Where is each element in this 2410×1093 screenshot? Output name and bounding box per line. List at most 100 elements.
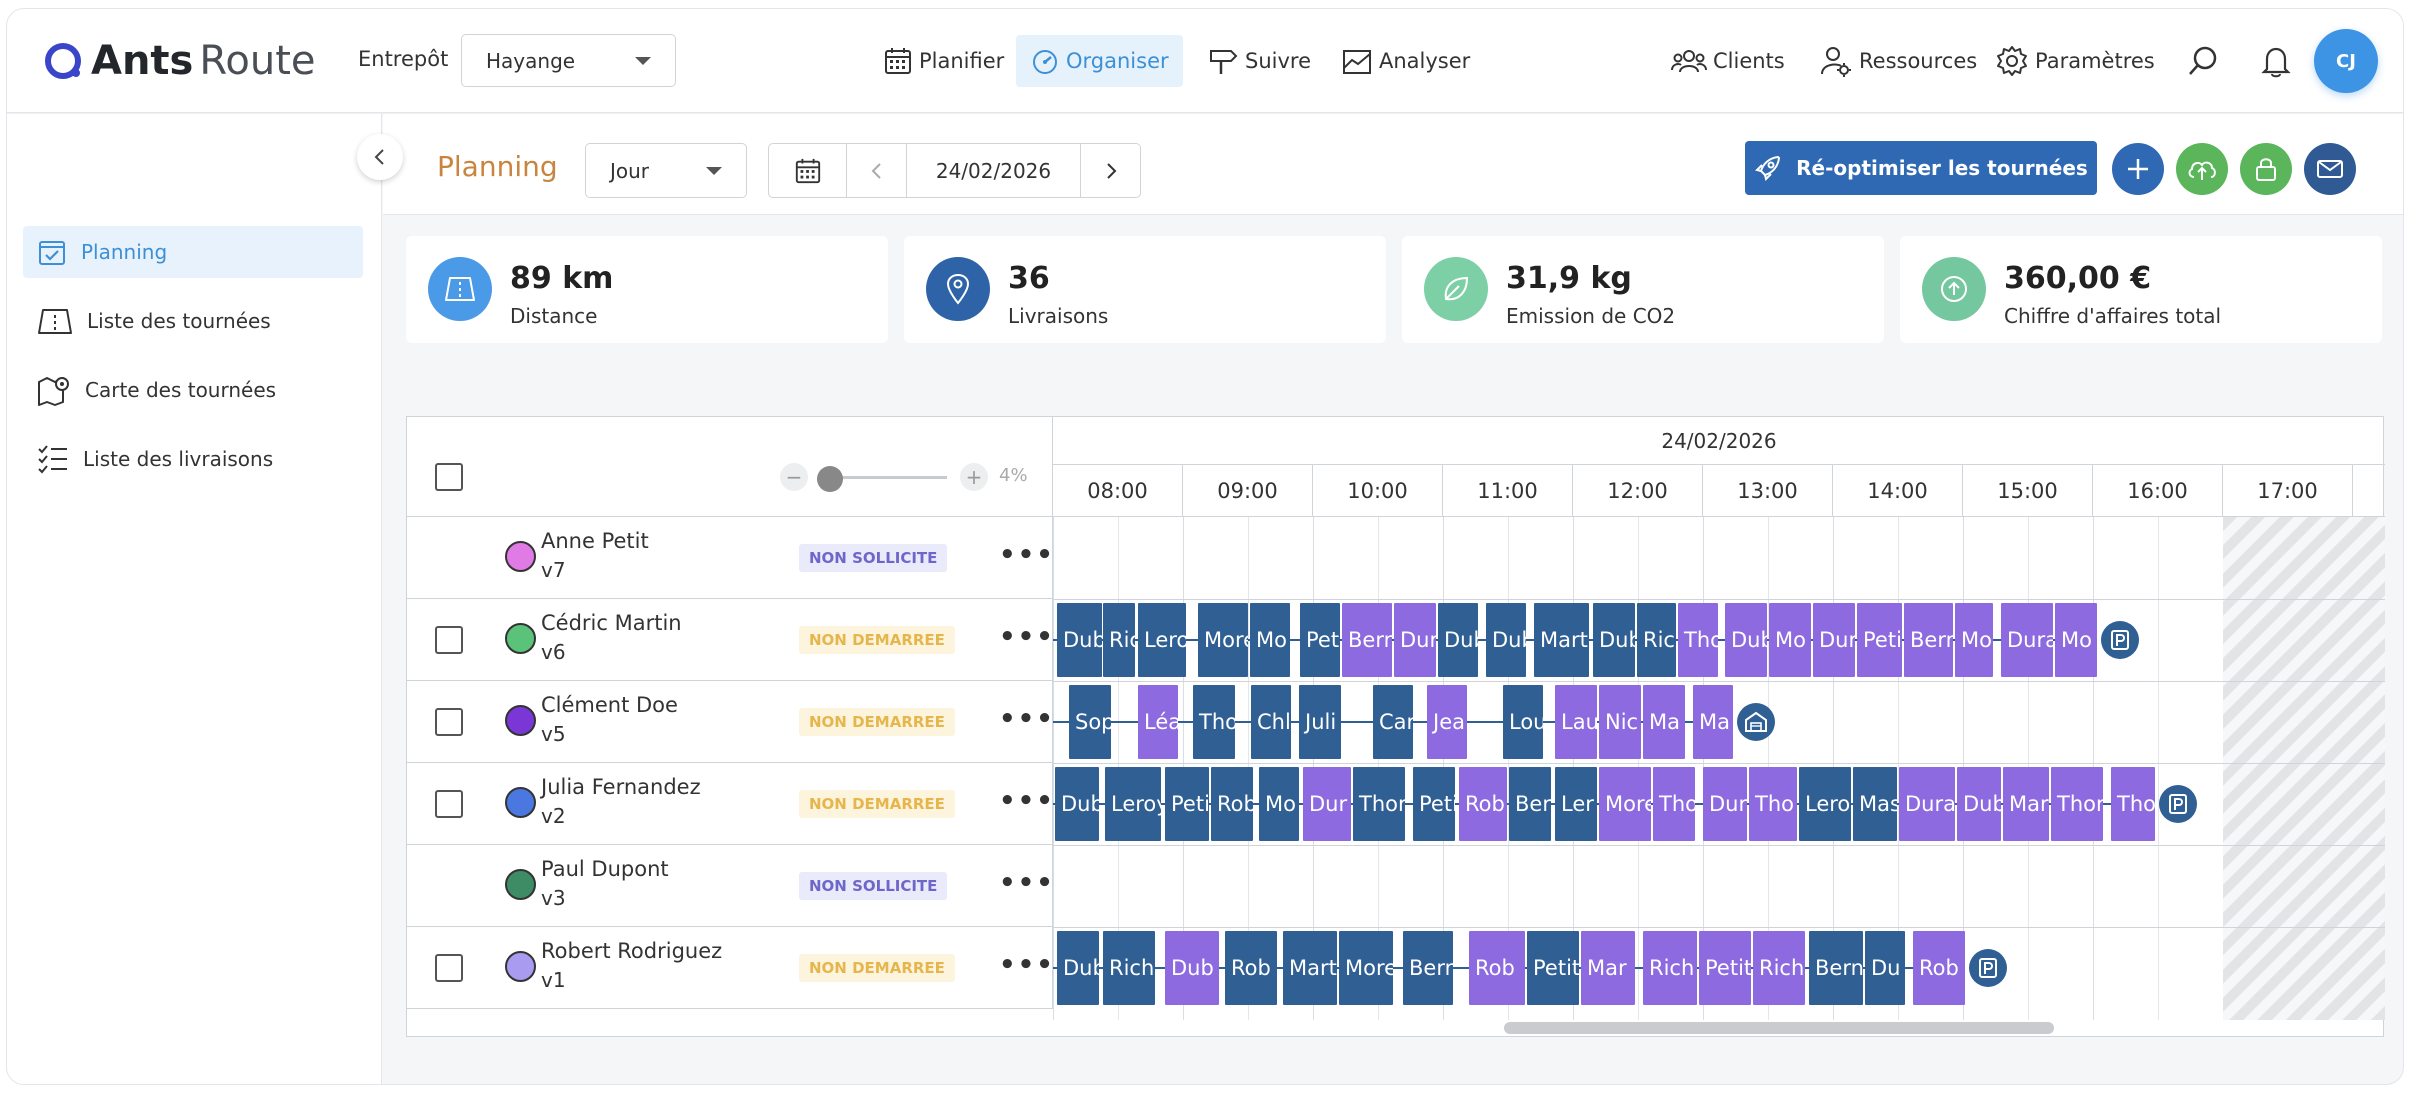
delivery-block[interactable]: Martin [1534,603,1589,677]
delivery-block[interactable]: Moreau [1599,767,1651,841]
delivery-block[interactable]: Thor [1353,767,1405,841]
sidebar-item-liste-des-livraisons[interactable]: Liste des livraisons [23,433,363,485]
lock-button[interactable] [2240,143,2292,195]
delivery-block[interactable]: Tho [1193,685,1235,759]
delivery-block[interactable]: Dur [1303,767,1351,841]
delivery-block[interactable]: Petit [1165,767,1209,841]
delivery-block[interactable]: Rich [1103,603,1135,677]
delivery-block[interactable]: Sop [1069,685,1111,759]
view-select[interactable]: Jour [585,143,747,198]
more-options-button[interactable]: ••• [999,786,1055,816]
delivery-block[interactable]: Mo [1259,767,1299,841]
delivery-block[interactable]: Dub [1725,603,1767,677]
reoptimize-button[interactable]: Ré-optimiser les tournées [1745,141,2097,195]
more-options-button[interactable]: ••• [999,950,1055,980]
delivery-block[interactable]: Petit [1699,931,1751,1005]
resource-row[interactable]: Robert Rodriguez v1 NON DEMARREE ••• [407,927,1053,1009]
current-date[interactable]: 24/02/2026 [907,144,1081,197]
more-options-button[interactable]: ••• [999,704,1055,734]
delivery-block[interactable]: Rob [1469,931,1525,1005]
delivery-block[interactable]: Mo [1769,603,1811,677]
delivery-block[interactable]: Jea [1427,685,1467,759]
zoom-in-button[interactable]: + [960,463,988,491]
delivery-block[interactable]: Mo [1250,603,1290,677]
parking-icon[interactable] [1969,949,2007,987]
nav-analyser[interactable]: Analyser [1327,35,1484,87]
delivery-block[interactable]: Bern [1809,931,1863,1005]
delivery-block[interactable]: Rob [1211,767,1253,841]
delivery-block[interactable]: Ber [1509,767,1551,841]
horizontal-scrollbar[interactable] [1504,1022,2054,1034]
delivery-block[interactable]: Tho [2111,767,2155,841]
delivery-block[interactable]: Dura [1899,767,1955,841]
delivery-block[interactable]: Dub [1057,931,1099,1005]
delivery-block[interactable]: Léa [1138,685,1178,759]
nav-ressources[interactable]: Ressources [1805,35,1991,87]
sidebar-item-liste-des-tournees[interactable]: Liste des tournées [23,295,363,347]
delivery-block[interactable]: Juli [1299,685,1341,759]
delivery-block[interactable]: Leroy [1138,603,1186,677]
row-checkbox[interactable] [435,626,463,654]
delivery-block[interactable]: Ler [1555,767,1597,841]
notifications-button[interactable] [2254,39,2298,83]
delivery-block[interactable]: Rob [1225,931,1277,1005]
delivery-block[interactable]: Tho [1678,603,1718,677]
next-day-button[interactable] [1081,144,1140,197]
delivery-block[interactable]: Dub [1165,931,1219,1005]
delivery-block[interactable]: Dub [1057,603,1102,677]
nav-organiser[interactable]: Organiser [1016,35,1183,87]
delivery-block[interactable]: Lau [1555,685,1597,759]
nav-planifier[interactable]: Planifier [869,35,1018,87]
row-checkbox[interactable] [435,954,463,982]
nav-clients[interactable]: Clients [1657,35,1799,87]
delivery-block[interactable]: Petit [1527,931,1579,1005]
row-checkbox[interactable] [435,790,463,818]
sidebar-item-carte-des-tournees[interactable]: Carte des tournées [23,364,363,416]
delivery-block[interactable]: Rob [1913,931,1965,1005]
delivery-block[interactable]: Dur [1813,603,1855,677]
delivery-block[interactable]: Bern [1904,603,1953,677]
resource-row[interactable]: Julia Fernandez v2 NON DEMARREE ••• [407,763,1053,845]
collapse-sidebar-button[interactable] [357,134,403,180]
delivery-block[interactable]: Rich [1637,603,1676,677]
delivery-block[interactable]: Mo [2055,603,2097,677]
delivery-block[interactable]: Mas [1853,767,1897,841]
delivery-block[interactable]: Lou [1503,685,1543,759]
delivery-block[interactable]: Leroy [1105,767,1161,841]
more-options-button[interactable]: ••• [999,868,1055,898]
delivery-block[interactable]: Bern [1403,931,1453,1005]
delivery-block[interactable]: Dub [1957,767,2001,841]
delivery-block[interactable]: Petit [1413,767,1455,841]
delivery-block[interactable]: Dub [1486,603,1526,677]
zoom-slider-track[interactable] [827,476,947,479]
delivery-block[interactable]: Dub [1055,767,1099,841]
delivery-block[interactable]: Richard [1103,931,1155,1005]
delivery-block[interactable]: Mo [1955,603,1993,677]
delivery-block[interactable]: Rich [1753,931,1805,1005]
resource-row[interactable]: Paul Dupont v3 NON SOLLICITE ••• [407,845,1053,927]
delivery-block[interactable]: Moreau [1198,603,1248,677]
sidebar-item-planning[interactable]: Planning [23,226,363,278]
delivery-block[interactable]: Martin [1283,931,1337,1005]
delivery-block[interactable]: Mar [2003,767,2049,841]
delivery-block[interactable]: Dura [2001,603,2053,677]
resource-row[interactable]: Cédric Martin v6 NON DEMARREE ••• [407,599,1053,681]
warehouse-icon[interactable] [1737,703,1775,741]
add-button[interactable] [2112,143,2164,195]
resource-row[interactable]: Clément Doe v5 NON DEMARREE ••• [407,681,1053,763]
delivery-block[interactable]: Ma [1643,685,1685,759]
delivery-block[interactable]: Rob [1459,767,1507,841]
delivery-block[interactable]: Du [1865,931,1905,1005]
search-button[interactable] [2181,39,2225,83]
parking-icon[interactable] [2101,621,2139,659]
delivery-block[interactable]: Dur [1703,767,1747,841]
previous-day-button[interactable] [847,144,907,197]
app-logo[interactable]: Ants Route [43,35,316,87]
user-avatar[interactable]: CJ [2314,29,2378,93]
delivery-block[interactable]: Rich [1643,931,1697,1005]
delivery-block[interactable]: Chl [1251,685,1291,759]
calendar-picker-button[interactable] [769,144,847,197]
zoom-out-button[interactable]: − [780,463,808,491]
delivery-block[interactable]: Tho [1749,767,1797,841]
delivery-block[interactable]: Dub [1438,603,1478,677]
